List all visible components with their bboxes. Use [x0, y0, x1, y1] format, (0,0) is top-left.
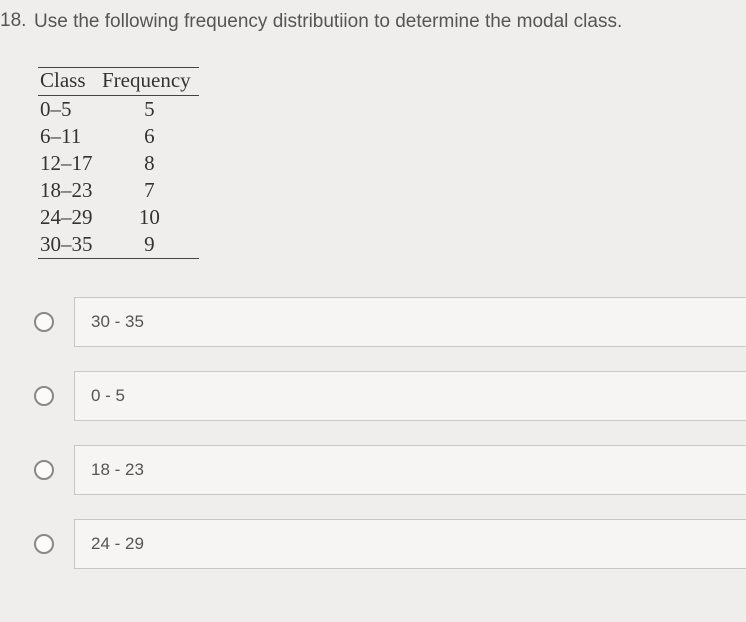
frequency-cell: 8 — [100, 150, 199, 177]
radio-button[interactable] — [34, 460, 54, 480]
frequency-cell: 9 — [100, 231, 199, 259]
class-cell: 6–11 — [38, 123, 100, 150]
option-label[interactable]: 0 - 5 — [74, 371, 746, 421]
option-row: 30 - 35 — [34, 297, 746, 347]
table-header-frequency: Frequency — [100, 67, 199, 95]
frequency-cell: 7 — [100, 177, 199, 204]
option-row: 18 - 23 — [34, 445, 746, 495]
radio-button[interactable] — [34, 534, 54, 554]
class-cell: 24–29 — [38, 204, 100, 231]
table-row: 0–5 5 — [38, 95, 199, 123]
table-row: 18–23 7 — [38, 177, 199, 204]
radio-button[interactable] — [34, 386, 54, 406]
table-row: 12–17 8 — [38, 150, 199, 177]
frequency-cell: 5 — [100, 95, 199, 123]
class-cell: 18–23 — [38, 177, 100, 204]
question-number: 18. — [0, 10, 34, 32]
frequency-table: Class Frequency 0–5 5 6–11 6 12–17 8 18–… — [38, 67, 199, 259]
question-text: Use the following frequency distributiio… — [34, 10, 622, 35]
class-cell: 0–5 — [38, 95, 100, 123]
option-row: 0 - 5 — [34, 371, 746, 421]
frequency-cell: 10 — [100, 204, 199, 231]
question-header: 18. Use the following frequency distribu… — [0, 0, 746, 35]
class-cell: 30–35 — [38, 231, 100, 259]
class-cell: 12–17 — [38, 150, 100, 177]
table-row: 30–35 9 — [38, 231, 199, 259]
table-header-class: Class — [38, 67, 100, 95]
option-label[interactable]: 24 - 29 — [74, 519, 746, 569]
option-label[interactable]: 18 - 23 — [74, 445, 746, 495]
radio-button[interactable] — [34, 312, 54, 332]
frequency-table-container: Class Frequency 0–5 5 6–11 6 12–17 8 18–… — [38, 67, 746, 259]
answer-options: 30 - 35 0 - 5 18 - 23 24 - 29 — [34, 297, 746, 569]
frequency-cell: 6 — [100, 123, 199, 150]
table-row: 24–29 10 — [38, 204, 199, 231]
option-row: 24 - 29 — [34, 519, 746, 569]
table-row: 6–11 6 — [38, 123, 199, 150]
option-label[interactable]: 30 - 35 — [74, 297, 746, 347]
